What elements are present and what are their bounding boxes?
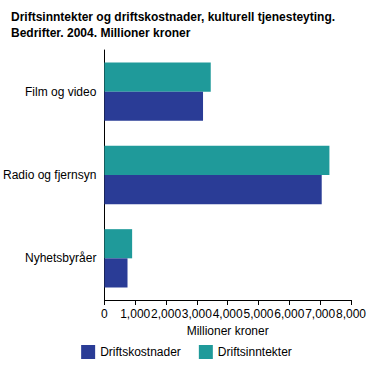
svg-text:6,000: 6,000 (274, 307, 304, 321)
svg-text:Nyhetsbyråer: Nyhetsbyråer (25, 251, 96, 265)
svg-text:Driftskostnader: Driftskostnader (100, 345, 181, 359)
svg-text:4,000: 4,000 (213, 307, 243, 321)
svg-text:7,000: 7,000 (305, 307, 335, 321)
svg-text:Film og video: Film og video (25, 85, 97, 99)
svg-text:2,000: 2,000 (151, 307, 181, 321)
svg-text:5,000: 5,000 (244, 307, 274, 321)
svg-text:Millioner kroner: Millioner kroner (187, 324, 269, 338)
svg-text:0: 0 (101, 307, 108, 321)
svg-text:8,000: 8,000 (336, 307, 366, 321)
svg-text:3,000: 3,000 (182, 307, 212, 321)
svg-text:1,000: 1,000 (120, 307, 150, 321)
svg-text:Driftsinntekter: Driftsinntekter (218, 345, 292, 359)
svg-text:Driftsinntekter og driftskostn: Driftsinntekter og driftskostnader, kult… (11, 10, 338, 24)
svg-text:Radio og fjernsyn: Radio og fjernsyn (3, 168, 96, 182)
svg-text:Bedrifter. 2004. Millioner kro: Bedrifter. 2004. Millioner kroner (11, 26, 191, 40)
